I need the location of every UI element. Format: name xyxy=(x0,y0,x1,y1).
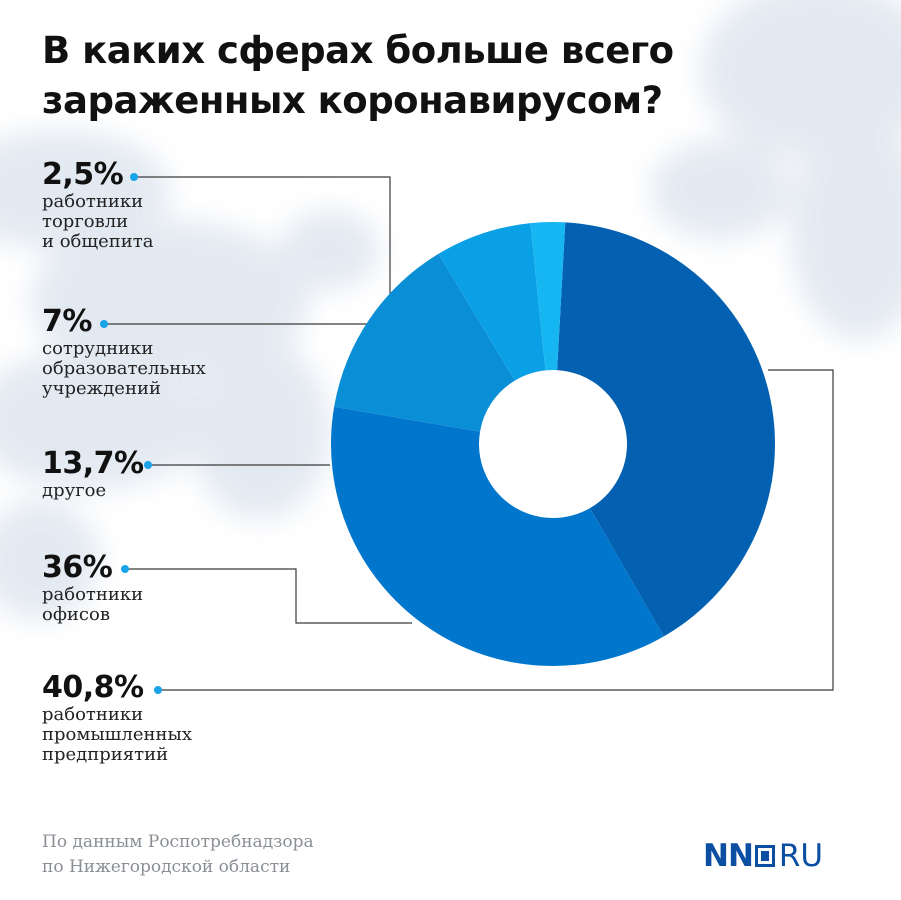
chart-title-line-1: В каких сферах больше всего xyxy=(42,29,674,72)
slice-industry xyxy=(557,222,775,637)
label-other-line-1: другое xyxy=(42,480,107,501)
source-note-line-1: По данным Роспотребнадзора xyxy=(42,832,314,852)
label-industry-value: 40,8% xyxy=(42,670,144,705)
label-education-value: 7% xyxy=(42,304,92,339)
connector-trade xyxy=(134,176,391,296)
source-note: По данным Роспотребнадзора по Нижегородс… xyxy=(42,830,314,880)
label-education-text: сотрудники образовательных учреждений xyxy=(42,339,282,399)
logo-ru-text: RU xyxy=(778,838,824,874)
label-trade-line-1: работники xyxy=(42,191,144,212)
slice-other xyxy=(334,253,515,432)
logo-square-icon xyxy=(754,845,775,867)
donut-dots xyxy=(100,173,162,694)
label-education-line-1: сотрудники xyxy=(42,338,154,359)
label-trade-line-3: и общепита xyxy=(42,231,154,252)
connector-offices xyxy=(125,568,412,624)
dot-offices xyxy=(121,565,129,573)
dot-education xyxy=(100,320,108,328)
label-industry-line-1: работники xyxy=(42,704,144,725)
label-trade-line-2: торговли xyxy=(42,211,129,232)
label-offices-value: 36% xyxy=(42,550,113,585)
label-other: 13,7% другое xyxy=(42,447,282,501)
label-industry: 40,8% работники промышленных предприятий xyxy=(42,671,282,765)
label-offices-text: работники офисов xyxy=(42,585,282,625)
slice-trade xyxy=(530,222,566,371)
label-offices-line-1: работники xyxy=(42,584,144,605)
label-industry-text: работники промышленных предприятий xyxy=(42,705,282,765)
label-trade: 2,5% работники торговли и общепита xyxy=(42,158,282,252)
chart-title: В каких сферах больше всего зараженных к… xyxy=(42,26,742,126)
donut-slices xyxy=(330,222,775,666)
label-education-line-2: образовательных xyxy=(42,358,206,379)
nn-ru-logo: NN RU xyxy=(703,838,823,874)
label-industry-line-2: промышленных xyxy=(42,724,192,745)
slice-education xyxy=(438,223,546,381)
label-offices-line-2: офисов xyxy=(42,604,110,625)
slice-offices xyxy=(330,406,664,666)
label-trade-value: 2,5% xyxy=(42,157,124,192)
label-education-line-3: учреждений xyxy=(42,378,161,399)
chart-title-line-2: зараженных коронавирусом? xyxy=(42,79,663,122)
label-industry-line-3: предприятий xyxy=(42,744,169,765)
dot-trade xyxy=(130,173,138,181)
dot-other xyxy=(144,461,152,469)
label-offices: 36% работники офисов xyxy=(42,551,282,625)
label-trade-text: работники торговли и общепита xyxy=(42,192,282,252)
logo-nn-text: NN xyxy=(703,838,754,874)
label-other-value: 13,7% xyxy=(42,446,144,481)
donut-connectors xyxy=(104,176,834,691)
dot-industry xyxy=(154,686,162,694)
source-note-line-2: по Нижегородской области xyxy=(42,857,291,877)
connector-industry xyxy=(158,369,834,691)
label-other-text: другое xyxy=(42,481,282,501)
label-education: 7% сотрудники образовательных учреждений xyxy=(42,305,282,399)
